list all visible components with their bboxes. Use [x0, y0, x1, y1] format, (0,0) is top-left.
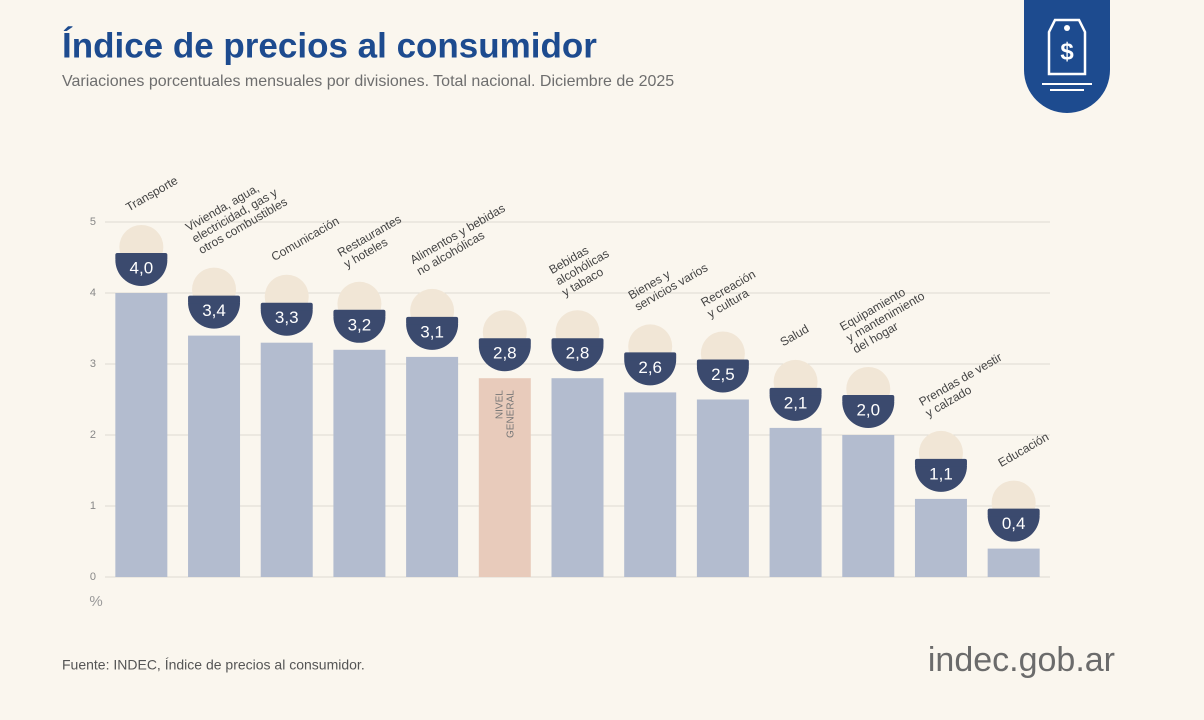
category-label: Recreacióny cultura	[698, 267, 764, 321]
value-badge	[769, 394, 822, 421]
value-badge	[333, 316, 386, 343]
logo-badge: $	[1024, 0, 1110, 113]
value-label: 2,6	[638, 358, 662, 377]
chart-title: Índice de precios al consumidor	[62, 25, 597, 65]
value-label: 3,4	[202, 301, 226, 320]
value-badge	[115, 260, 168, 286]
category-label: Transporte	[123, 173, 180, 214]
value-badge	[188, 302, 241, 329]
category-label: Comunicación	[269, 214, 342, 264]
category-label: Prendas de vestiry calzado	[917, 350, 1011, 420]
value-badge-top	[333, 309, 386, 318]
value-label: 1,1	[929, 464, 953, 483]
category-label: Vivienda, agua,electricidad, gas yotros …	[183, 172, 290, 257]
y-tick-label: 4	[90, 287, 96, 299]
logo-text: indec.gob.ar	[928, 641, 1115, 679]
bar	[188, 335, 241, 577]
value-label: 3,2	[348, 315, 372, 334]
bar	[987, 548, 1040, 577]
category-label: Salud	[778, 322, 812, 349]
chart-subtitle: Variaciones porcentuales mensuales por d…	[62, 73, 674, 90]
value-badge	[551, 345, 604, 372]
value-badge	[696, 366, 749, 393]
value-badge	[842, 402, 895, 429]
value-badge	[987, 515, 1040, 542]
category-label: Alimentos y bebidasno alcohólicas	[408, 201, 515, 278]
value-label: 0,4	[1002, 514, 1026, 533]
category-label: NIVELGENERAL	[494, 390, 516, 438]
bar	[914, 498, 967, 577]
category-label: Bienes yservicios varios	[626, 249, 711, 313]
value-badge	[624, 359, 677, 386]
category-label: Bebidasalcohólicasy tabaco	[547, 235, 618, 299]
value-badge	[260, 309, 313, 336]
value-label: 2,8	[566, 344, 590, 363]
value-label: 2,8	[493, 344, 517, 363]
value-badge-top	[115, 253, 168, 261]
bar	[769, 427, 822, 577]
bar	[406, 356, 459, 577]
value-badge-top	[551, 338, 604, 347]
y-tick-label: 2	[90, 429, 96, 441]
y-tick-label: 5	[90, 216, 96, 228]
bar	[115, 293, 168, 577]
value-badge-top	[188, 295, 241, 304]
bar	[624, 392, 677, 577]
y-tick-label: 0	[90, 571, 96, 583]
category-label: Educación	[996, 430, 1052, 470]
value-badge-top	[406, 316, 459, 325]
value-label: 3,3	[275, 308, 299, 327]
svg-text:$: $	[1060, 38, 1074, 65]
value-badge	[478, 345, 531, 372]
value-badge-top	[260, 302, 313, 311]
value-badge-top	[769, 387, 822, 396]
y-tick-label: 3	[90, 358, 96, 370]
category-label: Restaurantesy hoteles	[335, 212, 410, 271]
value-label: 2,5	[711, 365, 735, 384]
value-badge	[406, 323, 459, 350]
bar	[260, 342, 313, 577]
bar	[696, 399, 749, 577]
y-tick-label: 1	[90, 500, 96, 512]
source: Fuente: INDEC, Índice de precios al cons…	[62, 657, 365, 673]
bar	[842, 435, 895, 577]
category-label: Equipamientoy mantenimientodel hogar	[837, 278, 934, 357]
value-badge-top	[696, 359, 749, 368]
value-badge-top	[478, 338, 531, 347]
value-label: 2,0	[856, 400, 880, 419]
bar	[333, 349, 386, 577]
value-badge-top	[842, 395, 895, 403]
y-unit: %	[89, 593, 102, 610]
value-label: 2,1	[784, 393, 808, 412]
value-badge	[914, 465, 967, 492]
bar	[478, 378, 531, 577]
value-label: 4,0	[130, 258, 154, 277]
value-badge-top	[914, 458, 967, 467]
value-label: 3,1	[420, 322, 444, 341]
bar	[551, 378, 604, 577]
value-badge-top	[987, 508, 1040, 517]
value-badge-top	[624, 352, 677, 361]
